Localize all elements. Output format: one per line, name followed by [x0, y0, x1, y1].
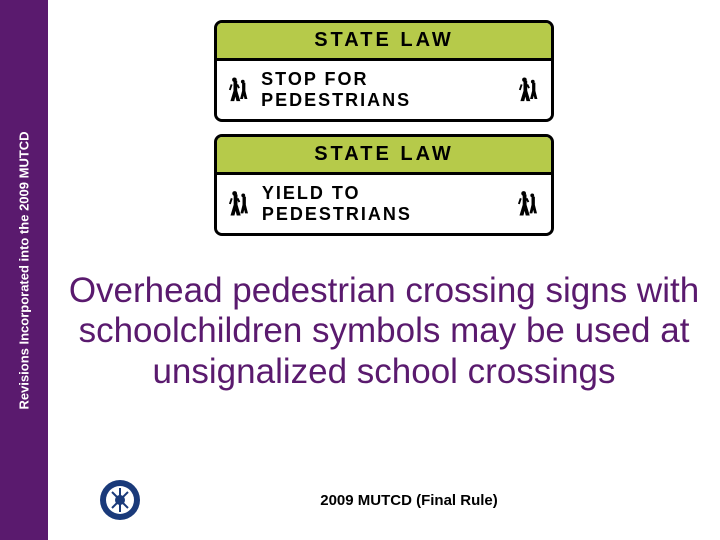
footer: 2009 MUTCD (Final Rule): [48, 478, 720, 522]
sign-stop: STATE LAW STOP FOR PEDESTRIANS: [214, 20, 554, 122]
schoolchildren-icon: [517, 76, 541, 104]
sign-header: STATE LAW: [217, 23, 551, 61]
sign-header-text: STATE LAW: [314, 29, 454, 51]
left-sidebar: Revisions Incorporated into the 2009 MUT…: [0, 0, 48, 540]
sign-body: STOP FOR PEDESTRIANS: [217, 61, 551, 119]
footer-text: 2009 MUTCD (Final Rule): [98, 492, 720, 509]
sign-yield: STATE LAW YIELD TO PEDESTRIANS: [214, 134, 554, 236]
schoolchildren-icon: [227, 190, 252, 218]
schoolchildren-icon: [516, 190, 541, 218]
sign-header-text: STATE LAW: [314, 143, 454, 165]
sign-header: STATE LAW: [217, 137, 551, 175]
sign-body: YIELD TO PEDESTRIANS: [217, 175, 551, 233]
sidebar-label: Revisions Incorporated into the 2009 MUT…: [17, 131, 32, 409]
signs-container: STATE LAW STOP FOR PEDESTRIANS: [48, 0, 720, 236]
sign-body-text: YIELD TO PEDESTRIANS: [262, 183, 506, 225]
slide-main-text: Overhead pedestrian crossing signs with …: [48, 271, 720, 392]
main-content: STATE LAW STOP FOR PEDESTRIANS: [48, 0, 720, 540]
sign-body-text: STOP FOR PEDESTRIANS: [261, 69, 507, 111]
schoolchildren-icon: [227, 76, 251, 104]
